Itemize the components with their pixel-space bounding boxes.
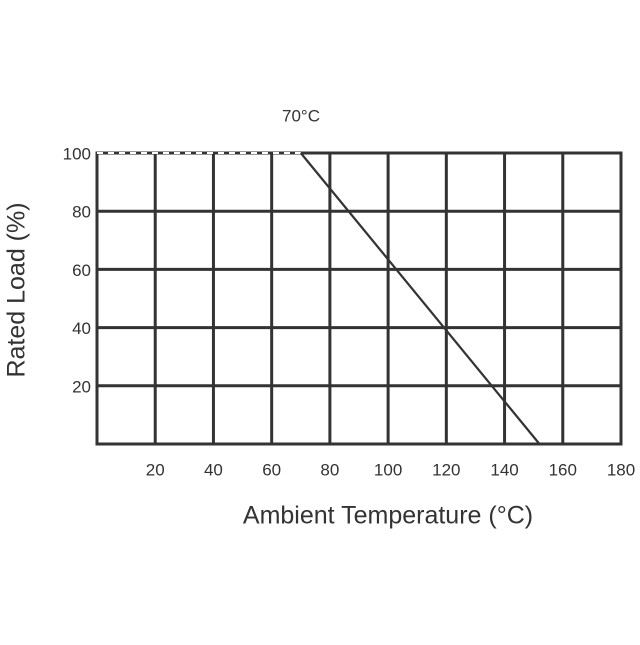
annotation: 70°C bbox=[282, 106, 320, 125]
x-tick-label: 60 bbox=[262, 460, 281, 479]
y-tick-label: 40 bbox=[72, 319, 91, 338]
x-tick-label: 100 bbox=[374, 460, 402, 479]
x-tick-label: 160 bbox=[549, 460, 577, 479]
y-tick-label: 60 bbox=[72, 261, 91, 280]
y-axis-title: Rated Load (%) bbox=[3, 202, 31, 377]
y-tick-label: 20 bbox=[72, 377, 91, 396]
x-tick-label: 180 bbox=[607, 460, 635, 479]
x-tick-label: 20 bbox=[146, 460, 165, 479]
x-tick-label: 40 bbox=[204, 460, 223, 479]
x-axis-title: Ambient Temperature (°C) bbox=[243, 502, 533, 530]
y-tick-label: 100 bbox=[63, 144, 91, 163]
plot-frame bbox=[95, 151, 623, 446]
x-tick-label: 140 bbox=[490, 460, 518, 479]
x-tick-label: 120 bbox=[432, 460, 460, 479]
line bbox=[299, 152, 541, 445]
x-tick-label: 80 bbox=[320, 460, 339, 479]
y-tick-label: 80 bbox=[72, 203, 91, 222]
